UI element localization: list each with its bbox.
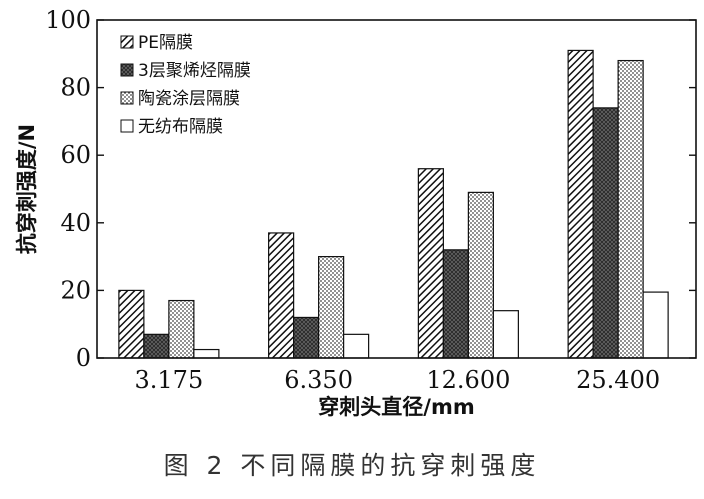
y-tick-label: 40 xyxy=(60,209,91,237)
legend-label: PE隔膜 xyxy=(138,33,193,53)
bar xyxy=(268,232,295,359)
legend-swatch xyxy=(120,119,134,133)
y-tick-label: 0 xyxy=(76,344,91,372)
legend-label: 陶瓷涂层隔膜 xyxy=(138,89,240,109)
legend-swatch xyxy=(120,35,134,49)
legend-label: 3层聚烯烃隔膜 xyxy=(138,61,251,81)
y-tick-label: 100 xyxy=(45,6,91,34)
legend-swatch xyxy=(120,91,134,105)
bar xyxy=(118,289,145,359)
y-axis-label: 抗穿刺强度/N xyxy=(15,124,39,254)
x-tick-label: 3.175 xyxy=(135,366,204,394)
bar xyxy=(492,310,519,359)
figure-caption: 图 2 不同隔膜的抗穿刺强度 xyxy=(163,451,541,480)
x-tick-label: 6.350 xyxy=(284,366,353,394)
bar xyxy=(467,191,494,359)
bar xyxy=(617,59,644,359)
plot-frame xyxy=(96,19,697,359)
bar-chart: 3.175 6.350 12.600 25.400 0 20 40 60 80 100 抗穿刺强度/… xyxy=(15,6,697,419)
bar xyxy=(592,107,619,359)
x-tick-label: 12.600 xyxy=(426,366,510,394)
bar xyxy=(293,316,320,359)
bar xyxy=(567,49,594,359)
y-tick-label: 60 xyxy=(60,141,91,169)
bar xyxy=(442,249,469,359)
bar xyxy=(318,256,345,359)
legend-label: 无纺布隔膜 xyxy=(138,117,223,137)
bar xyxy=(193,348,220,359)
y-tick-label: 80 xyxy=(60,74,91,102)
bar xyxy=(143,333,170,359)
y-tick-label: 20 xyxy=(60,276,91,304)
legend-swatch xyxy=(120,63,134,77)
bar xyxy=(168,299,195,359)
x-tick-label: 25.400 xyxy=(576,366,660,394)
x-axis-label: 穿刺头直径/mm xyxy=(318,395,474,419)
bar xyxy=(642,291,669,359)
bar xyxy=(343,333,370,359)
bar xyxy=(417,168,444,359)
